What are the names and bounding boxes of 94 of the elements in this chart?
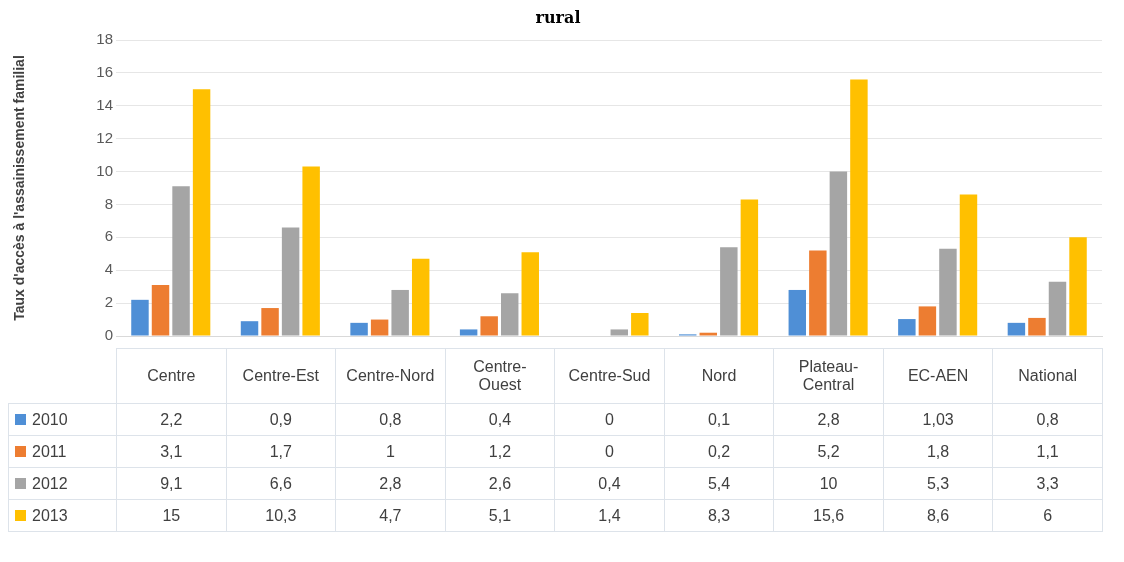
bar [610,329,628,336]
data-label: 1,1 [992,435,1103,468]
bar [1007,322,1026,336]
data-label: 0,4 [445,403,555,436]
data-label: 1 [335,435,446,468]
data-label: 0 [554,403,665,436]
bar [391,289,409,336]
y-tick-label: 2 [104,293,113,311]
bar [1048,281,1067,336]
legend-label: 2011 [8,435,117,468]
bar [459,329,478,336]
bar [959,194,978,336]
legend-label: 2012 [8,467,117,500]
data-label: 1,2 [445,435,555,468]
data-label: 2,2 [116,403,227,436]
bar [918,306,937,336]
bar [411,258,430,336]
bar [829,171,848,336]
legend-label: 2010 [8,403,117,436]
bar [699,332,718,336]
data-label: 5,4 [664,467,774,500]
data-label: 2,8 [773,403,884,436]
data-label: 15 [116,499,227,532]
data-label: 5,1 [445,499,555,532]
bar [720,247,738,336]
data-label: 10,3 [226,499,336,532]
x-tick-label: Centre-Nord [335,348,446,404]
data-label: 0,8 [335,403,446,436]
y-tick-label: 10 [96,161,113,179]
data-label: 8,3 [664,499,774,532]
bar [370,319,389,336]
data-label: 0,8 [992,403,1103,436]
bar [281,227,300,336]
bar [521,252,539,336]
data-label: 1,4 [554,499,665,532]
x-tick-label: Plateau-Central [773,348,884,404]
bar [500,293,519,336]
y-tick-label: 18 [96,30,113,48]
bar [939,248,957,336]
data-label: 2,6 [445,467,555,500]
y-tick-label: 4 [104,260,113,278]
bar [898,319,916,336]
data-label: 6 [992,499,1103,532]
x-tick-label: Nord [664,348,774,404]
y-tick-label: 8 [104,194,113,212]
bar [1069,237,1087,336]
data-label: 5,2 [773,435,884,468]
data-label: 2,8 [335,467,446,500]
x-tick-label: EC-AEN [883,348,993,404]
data-label: 10 [773,467,884,500]
bar [631,312,649,336]
bar [1028,317,1046,336]
data-label: 0,4 [554,467,665,500]
bar [131,299,149,336]
bar [172,186,190,336]
data-label: 3,3 [992,467,1103,500]
x-tick-label: Centre-Ouest [445,348,555,404]
bar [302,166,320,336]
bar [740,199,759,336]
x-tick-label: Centre-Est [226,348,336,404]
data-label: 3,1 [116,435,227,468]
data-label: 4,7 [335,499,446,532]
data-label: 15,6 [773,499,884,532]
bar [261,308,279,336]
data-label: 0,1 [664,403,774,436]
y-tick-label: 16 [96,63,113,81]
data-label: 5,3 [883,467,993,500]
bar [151,285,170,336]
data-label: 6,6 [226,467,336,500]
data-label: 0 [554,435,665,468]
data-label: 0,9 [226,403,336,436]
x-tick-label: National [992,348,1103,404]
data-label: 0,2 [664,435,774,468]
y-axis-title: Taux d'accès à l'assainissement familial [11,55,28,321]
y-tick-label: 12 [96,128,113,146]
bar [192,89,211,336]
y-tick-label: 0 [104,326,113,344]
data-label: 8,6 [883,499,993,532]
data-label: 1,7 [226,435,336,468]
bar [240,321,259,336]
x-tick-label: Centre-Sud [554,348,665,404]
legend-label: 2013 [8,499,117,532]
y-tick-label: 14 [96,95,113,113]
data-label: 9,1 [116,467,227,500]
bar [809,250,827,336]
chart-title: rural [534,8,582,28]
bar [850,79,868,336]
y-tick-label: 6 [104,227,113,245]
bar [480,316,498,336]
bar [788,289,807,336]
bar [350,322,368,336]
data-label: 1,8 [883,435,993,468]
x-tick-label: Centre [116,348,227,404]
data-label: 1,03 [883,403,993,436]
